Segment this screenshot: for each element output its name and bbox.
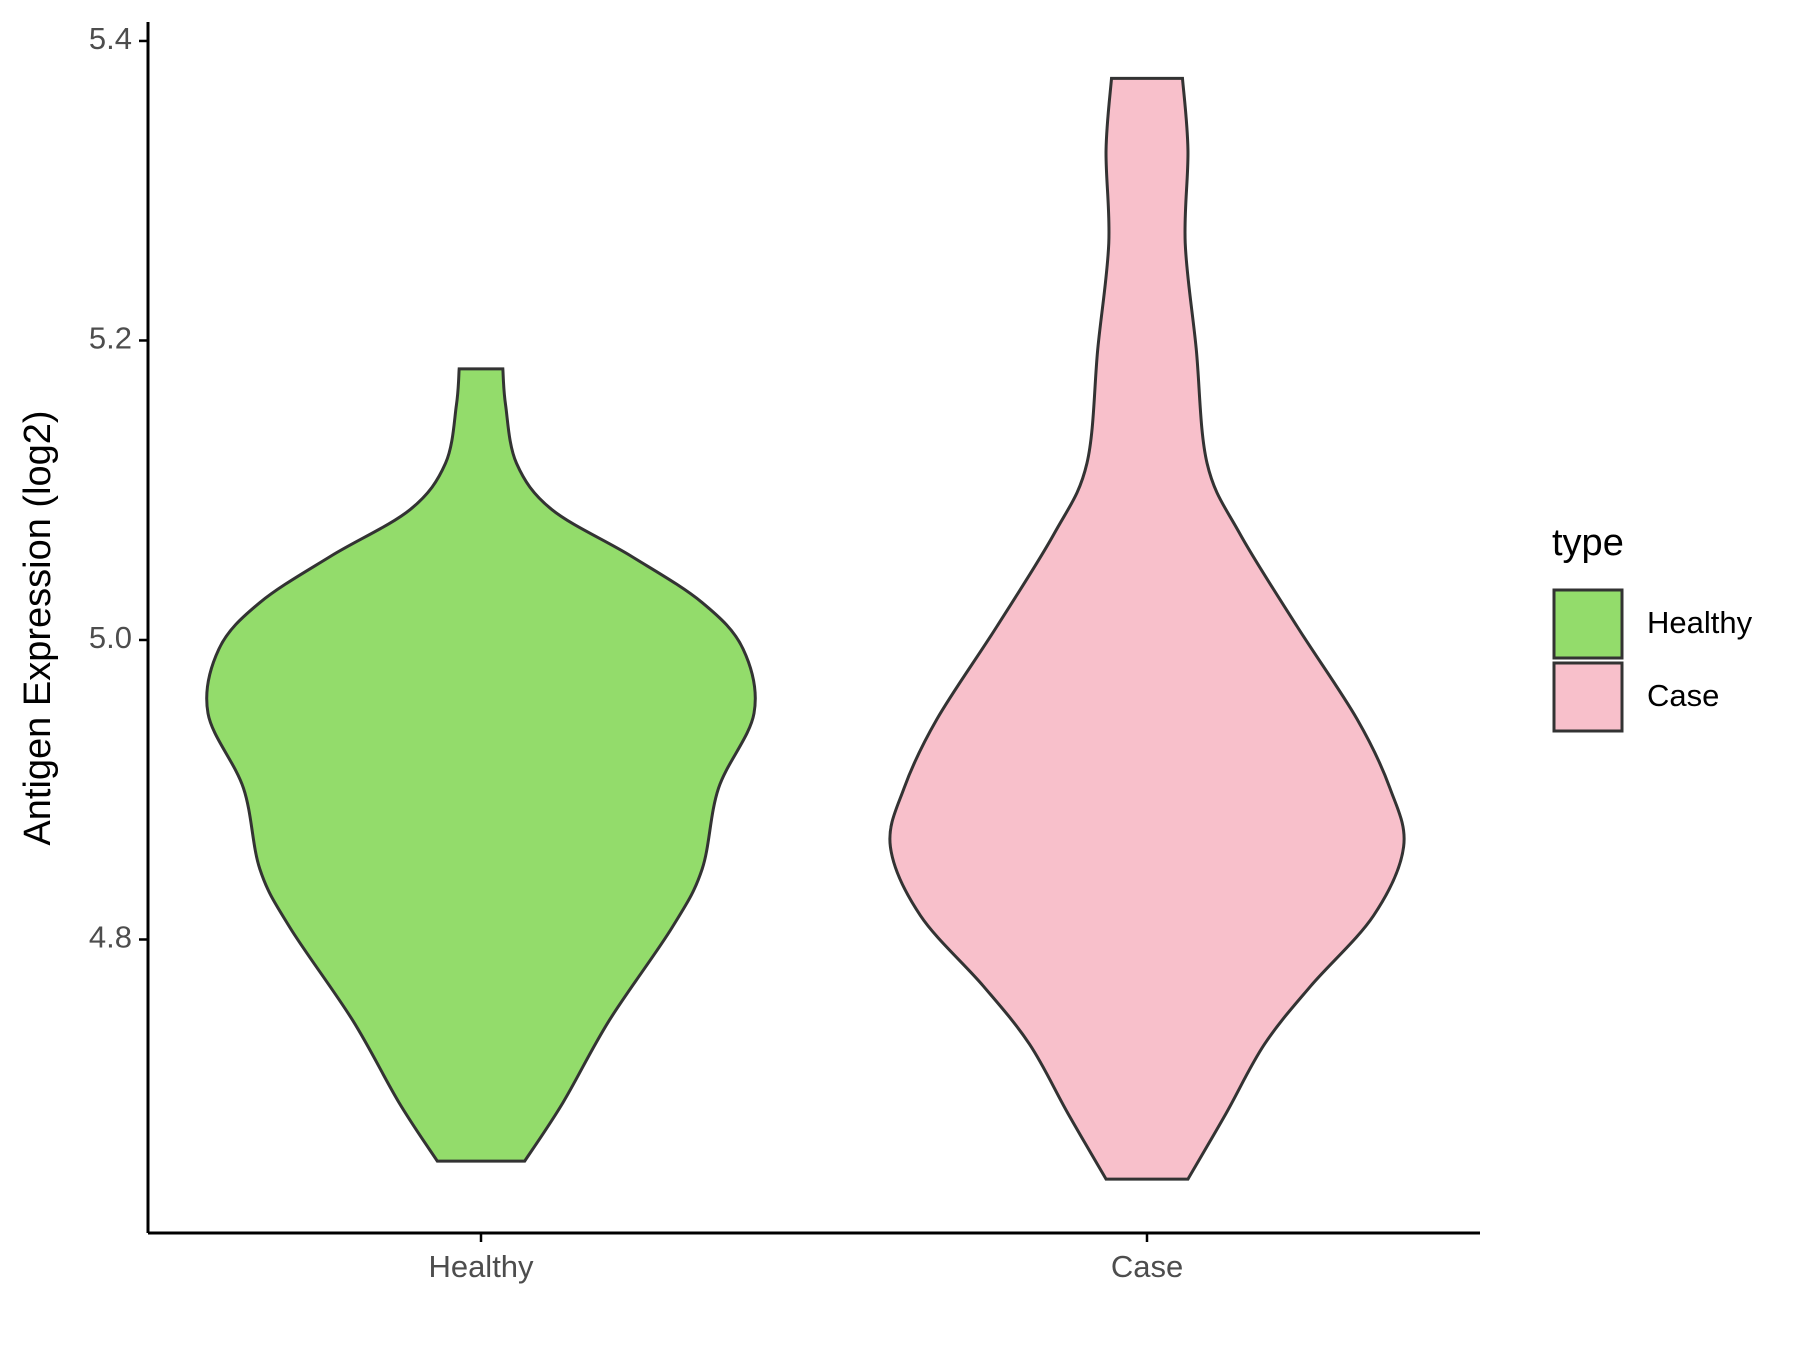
legend-label: Healthy bbox=[1647, 605, 1753, 640]
violin bbox=[888, 76, 1406, 1181]
legend-title: type bbox=[1552, 522, 1624, 564]
violin bbox=[205, 367, 757, 1163]
y-axis-title: Antigen Expression (log2) bbox=[17, 410, 59, 845]
y-tick-label: 5.2 bbox=[89, 321, 132, 356]
legend-key bbox=[1552, 588, 1624, 660]
legend-label: Case bbox=[1647, 678, 1719, 713]
x-tick-label: Healthy bbox=[428, 1249, 534, 1284]
y-tick-label: 5.4 bbox=[89, 21, 132, 56]
y-tick-label: 5.0 bbox=[89, 620, 132, 655]
x-tick-label: Case bbox=[1111, 1249, 1183, 1284]
legend-key bbox=[1552, 661, 1624, 733]
y-tick-label: 4.8 bbox=[89, 920, 132, 955]
